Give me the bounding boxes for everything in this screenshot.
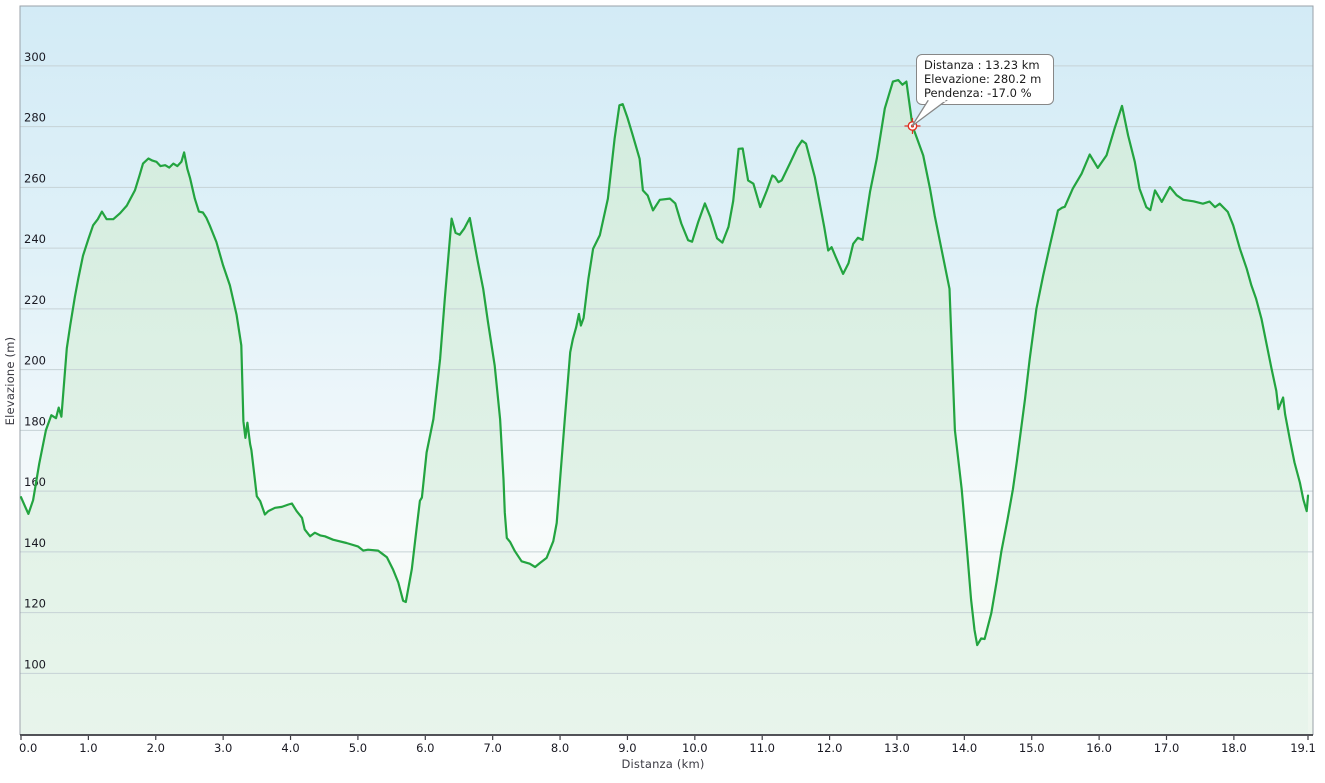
x-tick-label-15.0: 15.0 <box>1019 741 1045 755</box>
x-tick-label-9.0: 9.0 <box>618 741 636 755</box>
y-tick-label-100: 100 <box>24 657 46 671</box>
x-tick-label-17.0: 17.0 <box>1154 741 1180 755</box>
y-tick-label-140: 140 <box>24 536 46 550</box>
elevation-area-fill <box>21 80 1308 736</box>
tooltip-slope: Pendenza: -17.0 % <box>924 86 1032 100</box>
y-tick-label-300: 300 <box>24 50 46 64</box>
y-tick-label-240: 240 <box>24 232 46 246</box>
x-tick-label-0.0: 0.0 <box>19 741 37 755</box>
plot-border <box>19 5 1314 735</box>
x-tick-label-12.0: 12.0 <box>817 741 843 755</box>
x-tick-label-7.0: 7.0 <box>484 741 502 755</box>
x-tick-label-5.0: 5.0 <box>349 741 367 755</box>
elevation-line <box>19 79 1310 647</box>
y-tick-label-160: 160 <box>24 475 46 489</box>
tooltip-pointer <box>911 100 948 127</box>
y-tick-label-260: 260 <box>24 171 46 185</box>
x-tick-label-19.1: 19.1 <box>1290 741 1316 755</box>
x-tick-label-3.0: 3.0 <box>214 741 232 755</box>
tooltip-elevation: Elevazione: 280.2 m <box>924 72 1042 86</box>
y-tick-label-200: 200 <box>24 354 46 368</box>
y-tick-label-180: 180 <box>24 414 46 428</box>
x-tick-label-10.0: 10.0 <box>682 741 708 755</box>
x-tick-label-11.0: 11.0 <box>749 741 775 755</box>
tooltip-distance: Distanza : 13.23 km <box>924 58 1040 72</box>
x-tick-label-2.0: 2.0 <box>147 741 165 755</box>
x-tick-label-18.0: 18.0 <box>1221 741 1247 755</box>
x-axis-title: Distanza (km) <box>621 757 705 771</box>
hover-tooltip: Distanza : 13.23 km Elevazione: 280.2 m … <box>916 54 1054 105</box>
y-tick-label-120: 120 <box>24 597 46 611</box>
x-tick-label-8.0: 8.0 <box>551 741 569 755</box>
x-tick-label-1.0: 1.0 <box>79 741 97 755</box>
y-axis-title: Elevazione (m) <box>3 336 17 426</box>
x-tick-label-4.0: 4.0 <box>281 741 299 755</box>
y-tick-label-220: 220 <box>24 293 46 307</box>
x-tick-label-14.0: 14.0 <box>952 741 978 755</box>
x-tick-label-6.0: 6.0 <box>416 741 434 755</box>
y-tick-label-280: 280 <box>24 111 46 125</box>
x-tick-label-13.0: 13.0 <box>884 741 910 755</box>
x-tick-label-16.0: 16.0 <box>1086 741 1112 755</box>
